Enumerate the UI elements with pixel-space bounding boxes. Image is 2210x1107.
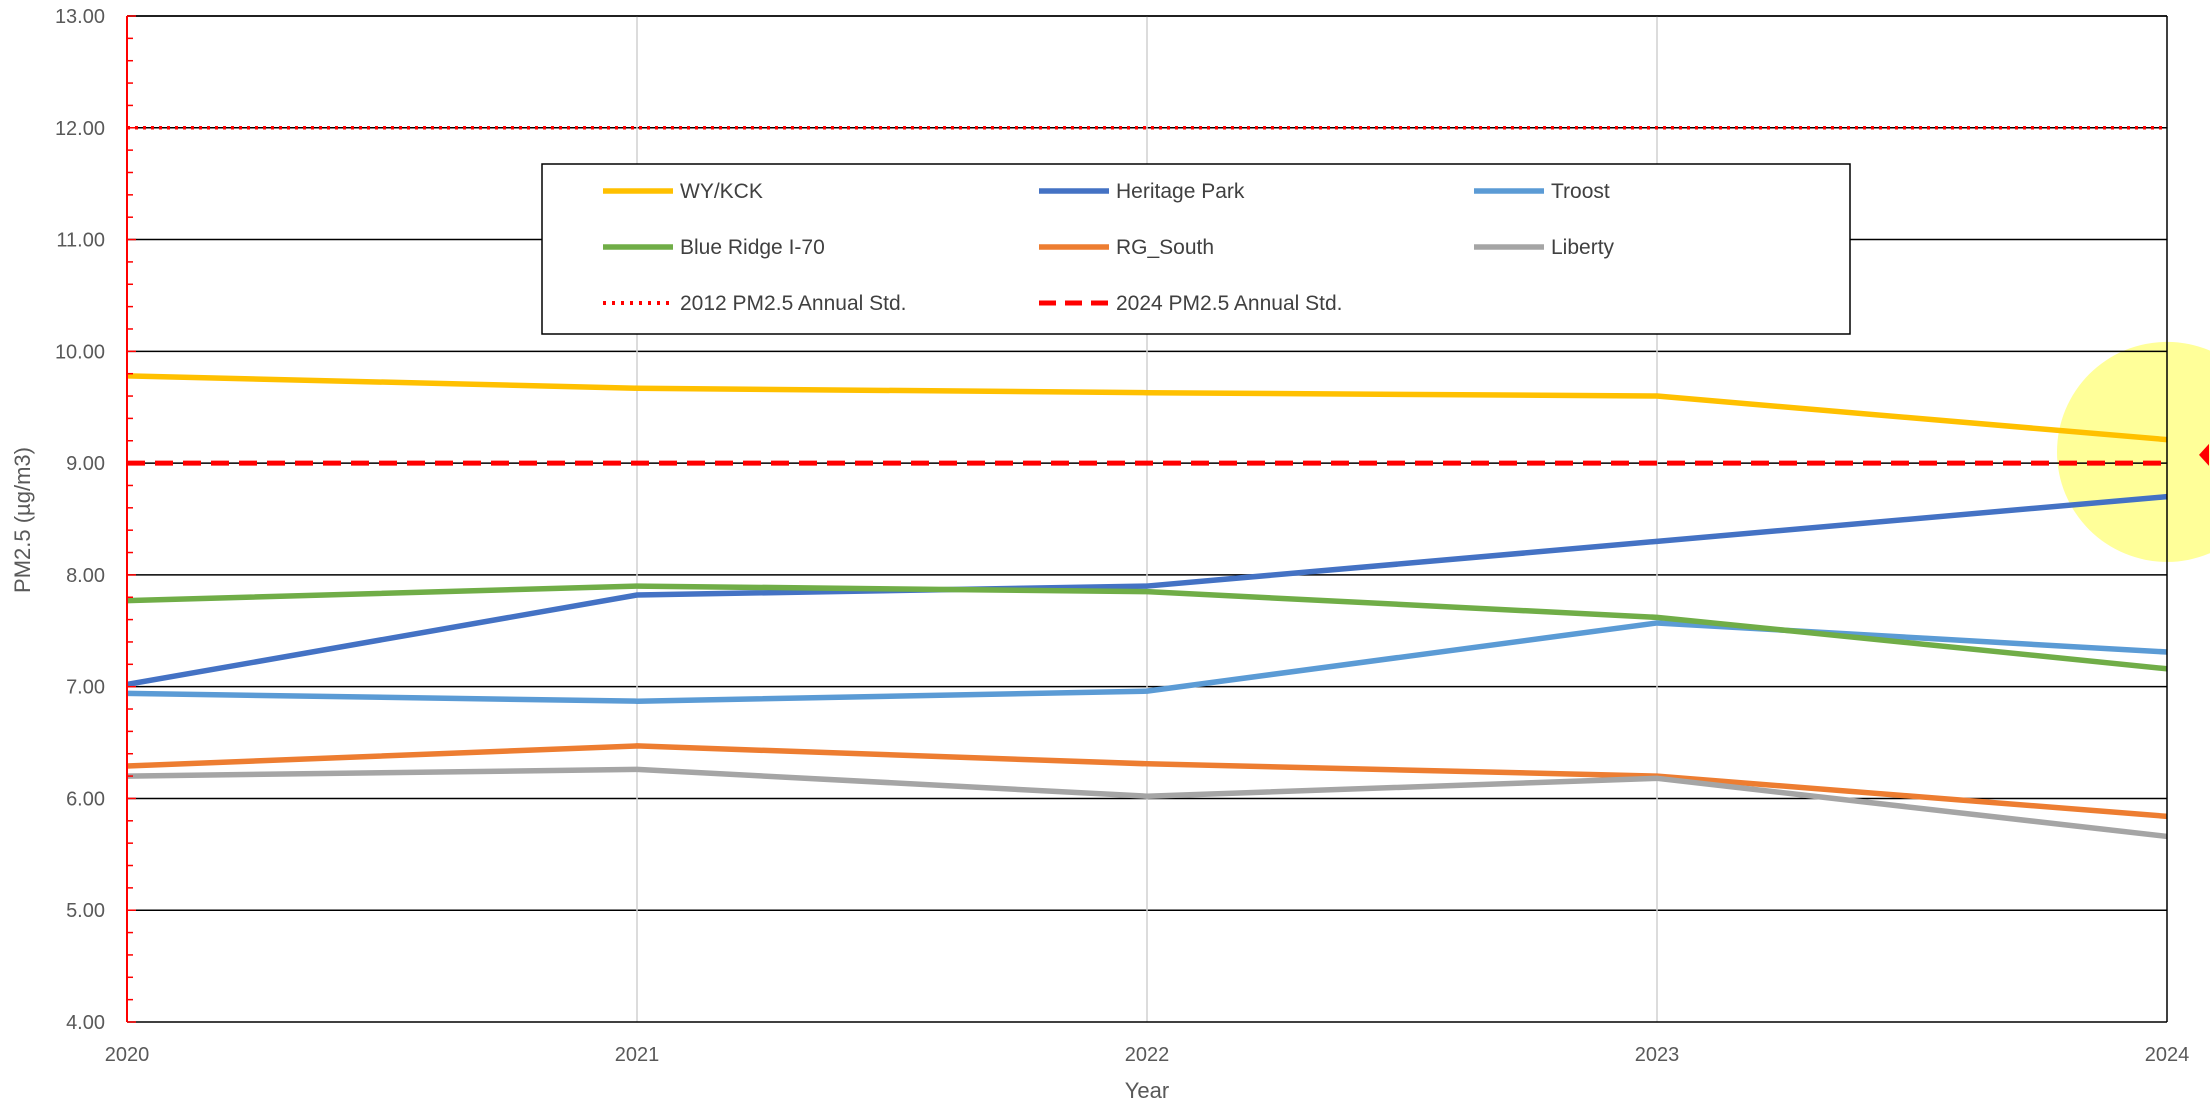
- y-tick-label: 8.00: [66, 565, 105, 587]
- y-axis-title: PM2.5 (µg/m3): [10, 447, 35, 593]
- series-line-rg-south: [126, 743, 2168, 820]
- x-tick-label: 2024: [2145, 1044, 2190, 1066]
- legend-label: RG_South: [1116, 236, 1214, 259]
- axes: [126, 15, 2168, 1023]
- y-tick-label: 9.00: [66, 453, 105, 475]
- series-lines: [126, 126, 2168, 840]
- y-tick-label: 10.00: [55, 341, 105, 363]
- legend-label: Troost: [1551, 180, 1610, 203]
- x-tick-label: 2022: [1125, 1044, 1170, 1066]
- series-line-wy-kck: [126, 373, 2168, 443]
- x-tick-label: 2020: [105, 1044, 150, 1066]
- x-tick-label: 2023: [1635, 1044, 1680, 1066]
- legend-label: Liberty: [1551, 236, 1615, 259]
- legend-label: Heritage Park: [1116, 180, 1245, 203]
- x-tick-label: 2021: [615, 1044, 660, 1066]
- legend: WY/KCK Heritage Park Troost Blue Ridge I-70…: [541, 163, 1851, 335]
- y-tick-label: 5.00: [66, 900, 105, 922]
- legend-label: WY/KCK: [680, 180, 763, 203]
- legend-label: Blue Ridge I-70: [680, 236, 825, 259]
- series-line-blue-ridge-i-70: [126, 583, 2168, 672]
- y-tick-label: 11.00: [56, 230, 105, 252]
- legend-box: [541, 163, 1851, 335]
- y-tick-label: 12.00: [55, 118, 105, 140]
- y-tick-label: 7.00: [66, 677, 105, 699]
- x-axis-title: Year: [1125, 1078, 1169, 1103]
- tick-labels: 4.00 5.00 6.00 7.00 8.00 9.00 10.00 11.00 12.00 1…: [55, 6, 2189, 1066]
- series-line-heritage-park: [126, 493, 2168, 688]
- highlight-circle: [2057, 341, 2210, 562]
- legend-label: 2024 PM2.5 Annual Std.: [1116, 292, 1343, 315]
- highlight-pointer-icon: [2199, 443, 2209, 466]
- legend-label: 2012 PM2.5 Annual Std.: [680, 292, 907, 315]
- series-line-liberty: [126, 766, 2168, 840]
- y-tick-label: 6.00: [66, 788, 105, 810]
- y-tick-label: 13.00: [55, 6, 105, 28]
- y-tick-label: 4.00: [66, 1012, 105, 1034]
